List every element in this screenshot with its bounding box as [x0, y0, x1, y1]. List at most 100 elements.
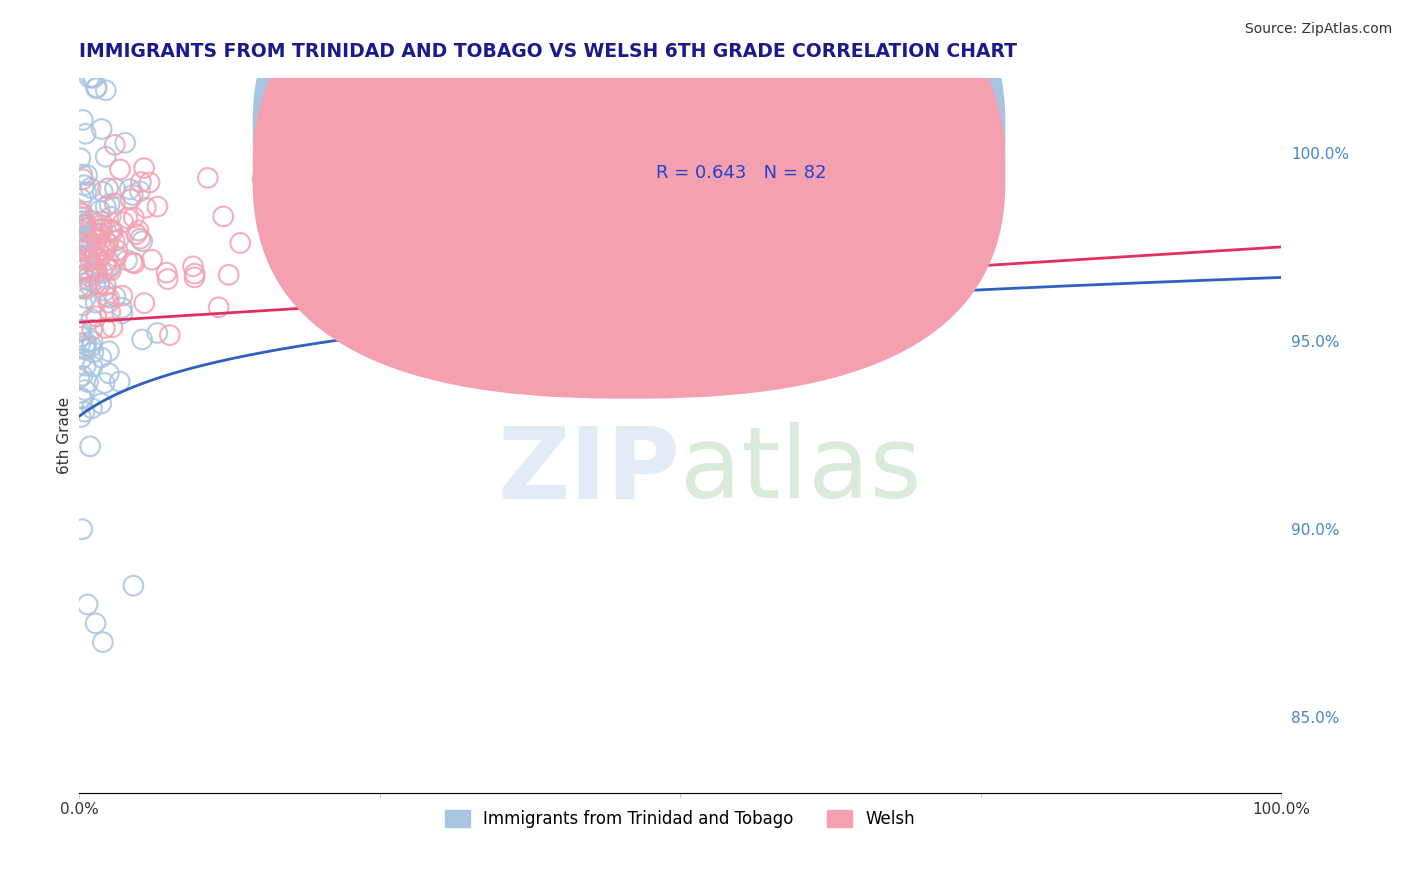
Point	[72, 392, 94, 406]
Point	[94, 244, 117, 258]
Point	[79, 439, 101, 453]
Point	[70, 522, 93, 536]
Point	[97, 252, 120, 267]
Point	[89, 227, 111, 241]
Point	[75, 220, 97, 235]
Point	[90, 218, 112, 232]
Point	[72, 298, 94, 312]
Point	[73, 405, 96, 419]
Point	[86, 227, 108, 241]
Point	[94, 284, 117, 298]
Point	[94, 200, 117, 214]
Point	[212, 210, 235, 224]
Point	[86, 80, 108, 95]
Point	[76, 266, 98, 280]
Point	[94, 258, 117, 272]
Point	[229, 235, 252, 250]
Point	[90, 222, 112, 236]
Point	[108, 375, 131, 389]
Point	[82, 345, 104, 359]
Text: IMMIGRANTS FROM TRINIDAD AND TOBAGO VS WELSH 6TH GRADE CORRELATION CHART: IMMIGRANTS FROM TRINIDAD AND TOBAGO VS W…	[79, 42, 1017, 61]
Point	[82, 70, 104, 85]
Point	[80, 240, 103, 254]
Point	[90, 122, 112, 136]
Point	[117, 211, 139, 226]
Point	[69, 230, 91, 244]
Point	[69, 336, 91, 351]
Point	[75, 243, 97, 257]
Point	[98, 305, 121, 319]
Legend: Immigrants from Trinidad and Tobago, Welsh: Immigrants from Trinidad and Tobago, Wel…	[439, 803, 922, 834]
Point	[104, 181, 127, 195]
Point	[101, 320, 124, 334]
Point	[84, 277, 107, 291]
Point	[84, 295, 107, 310]
Point	[90, 351, 112, 365]
Point	[75, 218, 97, 232]
Point	[100, 223, 122, 237]
Point	[141, 252, 163, 267]
Point	[75, 343, 97, 357]
Point	[72, 282, 94, 296]
Point	[87, 252, 110, 267]
Text: R = 0.246   N = 114: R = 0.246 N = 114	[657, 119, 838, 136]
Point	[86, 264, 108, 278]
Point	[104, 290, 127, 304]
Point	[91, 221, 114, 235]
Point	[118, 182, 141, 196]
Point	[91, 635, 114, 649]
Point	[73, 243, 96, 257]
Point	[91, 266, 114, 280]
Point	[72, 241, 94, 255]
Point	[82, 214, 104, 228]
Point	[97, 344, 120, 359]
Point	[100, 210, 122, 224]
Point	[131, 333, 153, 347]
Point	[72, 112, 94, 127]
Point	[111, 301, 134, 315]
Point	[79, 70, 101, 85]
Point	[80, 323, 103, 337]
FancyBboxPatch shape	[253, 0, 1005, 357]
Point	[159, 328, 181, 343]
Point	[94, 321, 117, 335]
Point	[105, 244, 128, 258]
Point	[181, 260, 204, 274]
Point	[69, 325, 91, 339]
Point	[79, 253, 101, 268]
Point	[75, 282, 97, 296]
Point	[69, 210, 91, 224]
Point	[131, 234, 153, 248]
Point	[72, 368, 94, 383]
Point	[122, 579, 145, 593]
Point	[75, 127, 97, 141]
Point	[83, 249, 105, 263]
Point	[93, 239, 115, 253]
Point	[156, 266, 179, 280]
Point	[89, 277, 111, 292]
Point	[67, 204, 90, 219]
Point	[111, 288, 134, 302]
Point	[82, 226, 104, 240]
Point	[69, 222, 91, 236]
Point	[98, 197, 121, 211]
Point	[97, 295, 120, 310]
Point	[89, 203, 111, 218]
Point	[93, 376, 115, 390]
Point	[73, 383, 96, 397]
Point	[156, 272, 179, 286]
Text: R = 0.643   N = 82: R = 0.643 N = 82	[657, 164, 827, 182]
Point	[91, 185, 114, 199]
Point	[129, 175, 152, 189]
Point	[86, 233, 108, 247]
Point	[84, 249, 107, 263]
Point	[104, 196, 127, 211]
Point	[69, 249, 91, 263]
FancyBboxPatch shape	[583, 117, 921, 202]
Point	[97, 236, 120, 251]
Point	[75, 291, 97, 305]
Point	[124, 256, 146, 270]
Point	[94, 289, 117, 303]
Point	[129, 232, 152, 246]
Point	[69, 410, 91, 425]
